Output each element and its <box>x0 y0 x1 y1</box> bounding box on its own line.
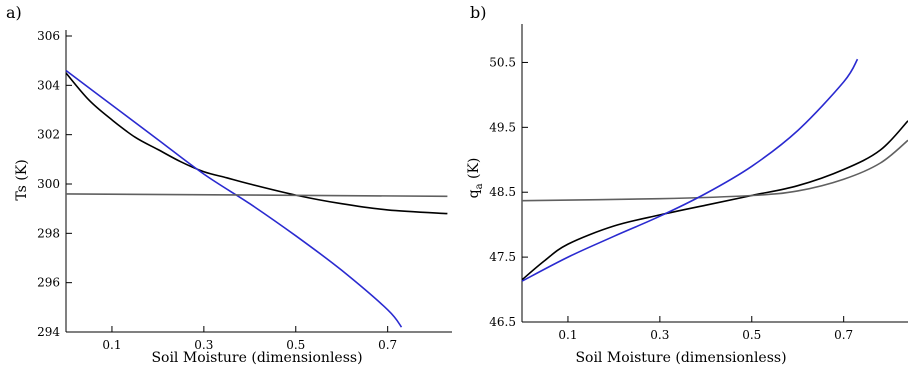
panel-a-ytick-label: 298 <box>37 226 60 240</box>
panel-b-ticks: 46.5 47.5 48.5 49.5 50.5 0.1 0.3 0.5 0.7 <box>489 24 908 342</box>
panel-b-label: b) <box>470 3 486 22</box>
panel-b-ylabel-main: q <box>466 189 482 198</box>
panel-a-series-line-1 <box>65 72 448 215</box>
panel-a-series-line-3 <box>65 193 448 198</box>
panel-b-ytick-label: 48.5 <box>489 185 516 199</box>
panel-a-xtick-label: 0.5 <box>286 338 305 352</box>
panel-a-xtick-label: 0.7 <box>378 338 397 352</box>
panel-a-label: a) <box>6 3 22 22</box>
panel-b-series-line-2 <box>521 139 908 202</box>
panel-a-ytick-label: 300 <box>37 177 60 191</box>
panel-a-series-line-2 <box>65 69 403 328</box>
panel-b-xtick-label: 0.3 <box>650 328 669 342</box>
panel-b-ylabel: qa (K) <box>466 158 485 199</box>
panel-a-xtick-label: 0.3 <box>194 338 213 352</box>
panel-b-xtick-label: 0.1 <box>558 328 577 342</box>
panel-a-xtick-label: 0.1 <box>102 338 121 352</box>
panel-b-xtick-label: 0.5 <box>742 328 761 342</box>
panel-b-series <box>521 58 908 282</box>
panel-b-series-line-1 <box>521 120 908 281</box>
panel-a-series <box>65 69 448 328</box>
panel-a-ytick-label: 306 <box>37 29 60 43</box>
panel-b-series-line-3 <box>521 58 859 282</box>
panel-b-ytick-label: 47.5 <box>489 250 516 264</box>
panel-b-ylabel-unit: (K) <box>466 158 482 184</box>
panel-a-ytick-label: 304 <box>37 78 60 92</box>
panel-b-ylabel-sub: a <box>474 183 485 189</box>
panel-b-ytick-label: 46.5 <box>489 315 516 329</box>
panel-b-ytick-label: 50.5 <box>489 55 516 69</box>
panel-b-ytick-label: 49.5 <box>489 120 516 134</box>
panel-b: b) qa (K) Soil Moisture (dimensionless) … <box>466 3 908 366</box>
panel-a-xlabel: Soil Moisture (dimensionless) <box>151 350 362 366</box>
panel-a-ytick-label: 296 <box>37 276 60 290</box>
panel-a-ytick-label: 302 <box>37 128 60 142</box>
panel-a-ticks: 294 296 298 300 302 304 306 0.1 0.3 0.5 0.7 <box>37 29 452 352</box>
panel-b-xtick-label: 0.7 <box>834 328 853 342</box>
panel-b-xlabel: Soil Moisture (dimensionless) <box>575 350 786 366</box>
panel-a: a) Ts (K) Soil Moisture (dimensionless) … <box>6 3 452 366</box>
panel-a-ytick-label: 294 <box>37 325 60 339</box>
panel-a-ylabel: Ts (K) <box>14 159 30 200</box>
